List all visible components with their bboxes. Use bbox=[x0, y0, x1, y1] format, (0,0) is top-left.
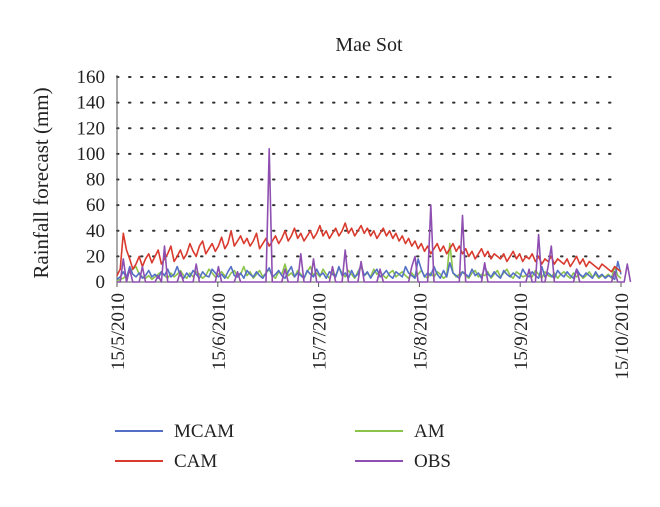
y-tick-label: 160 bbox=[77, 67, 106, 88]
legend-label-mcam: MCAM bbox=[174, 421, 234, 442]
gridlines bbox=[116, 76, 622, 258]
legend-label-cam: CAM bbox=[174, 451, 217, 472]
legend-label-obs: OBS bbox=[414, 451, 451, 472]
legend-label-am: AM bbox=[414, 421, 445, 442]
y-tick-label: 20 bbox=[86, 246, 105, 267]
x-ticks: 15/5/2010 15/6/2010 15/7/2010 15/8/2010 15/9… bbox=[108, 282, 633, 380]
y-axis-label: Rainfall forecast (mm) bbox=[29, 87, 53, 278]
x-tick-label: 15/6/2010 bbox=[209, 293, 230, 370]
y-tick-label: 100 bbox=[77, 144, 106, 165]
y-tick-label: 140 bbox=[77, 93, 106, 114]
y-tick-label: 120 bbox=[77, 118, 106, 139]
series-line-cam bbox=[116, 222, 622, 276]
y-tick-label: 0 bbox=[96, 272, 106, 293]
series-lines bbox=[116, 148, 632, 283]
chart-title: Mae Sot bbox=[335, 34, 403, 56]
y-tick-label: 60 bbox=[86, 195, 105, 216]
x-tick-label: 15/7/2010 bbox=[310, 293, 331, 370]
y-ticks: 0 20 40 60 80 100 120 140 160 bbox=[77, 67, 106, 293]
series-line-mcam bbox=[116, 258, 622, 281]
x-tick-label: 15/10/2010 bbox=[612, 293, 633, 380]
y-tick-label: 40 bbox=[86, 221, 105, 242]
series-line-obs bbox=[117, 148, 632, 283]
x-tick-label: 15/8/2010 bbox=[410, 293, 431, 370]
x-tick-label: 15/5/2010 bbox=[108, 293, 129, 370]
y-tick-label: 80 bbox=[86, 170, 105, 191]
legend: MCAM CAM AM OBS bbox=[115, 421, 451, 472]
x-tick-label: 15/9/2010 bbox=[511, 293, 532, 370]
